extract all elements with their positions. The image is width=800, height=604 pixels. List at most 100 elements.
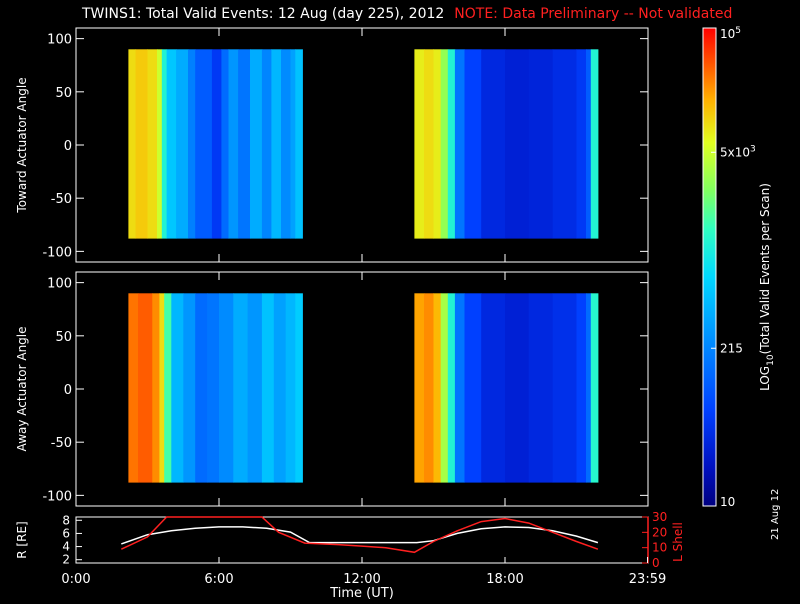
- heat-cell-toward-0-8: [195, 49, 213, 239]
- heat-cell-away-1-7: [481, 293, 506, 483]
- toward-ytick-label: 100: [47, 33, 72, 48]
- heat-cell-toward-1-1: [424, 49, 434, 239]
- colorbar-tick-label: 105: [720, 26, 741, 41]
- heat-cell-away-1-3: [440, 293, 449, 483]
- heat-cell-toward-1-6: [464, 49, 482, 239]
- colorbar-tick-base: 10: [720, 495, 735, 509]
- away-ytick-label: 50: [55, 330, 72, 345]
- lshell-ylabel: L Shell: [671, 522, 685, 562]
- heat-cell-away-1-1: [424, 293, 434, 483]
- away-ytick-label: -100: [42, 489, 72, 504]
- heat-cell-toward-0-13: [250, 49, 263, 239]
- time-xtick-label: 6:00: [204, 572, 233, 587]
- colorbar-tick-exponent: 3: [750, 144, 756, 154]
- time-xtick-label: 0:00: [61, 572, 90, 587]
- heat-cell-toward-1-11: [576, 49, 587, 239]
- colorbar-tick-label: 10: [720, 495, 735, 509]
- heat-cell-away-1-5: [454, 293, 465, 483]
- heat-cell-toward-0-3: [157, 49, 163, 239]
- heat-cell-toward-0-16: [281, 49, 291, 239]
- heat-cell-away-0-7: [195, 293, 208, 483]
- heat-cell-away-1-8: [505, 293, 530, 483]
- colorbar-label-part: 10: [766, 354, 776, 366]
- heat-cell-toward-1-2: [433, 49, 442, 239]
- series-line-l-shell: [120, 516, 599, 554]
- r-ytick-label: 6: [62, 526, 70, 540]
- colorbar-label: LOG10(Total Valid Events per Scan): [758, 183, 776, 391]
- heat-cell-toward-0-5: [166, 49, 177, 239]
- heat-cell-away-0-3: [159, 293, 165, 483]
- colorbar-label-part: LOG: [758, 366, 772, 391]
- lshell-ytick-label: 20: [652, 525, 667, 539]
- time-xlabel: Time (UT): [329, 586, 394, 600]
- heat-cell-toward-1-8: [505, 49, 530, 239]
- heat-cell-toward-0-4: [161, 49, 168, 239]
- colorbar-tick-base: 10: [720, 27, 735, 41]
- heat-cell-toward-1-12: [586, 49, 592, 239]
- heat-cell-away-1-11: [576, 293, 587, 483]
- heat-cell-toward-1-7: [481, 49, 506, 239]
- lshell-ytick-label: 10: [652, 541, 667, 555]
- colorbar-label-part: (Total Valid Events per Scan): [758, 183, 772, 354]
- heat-cell-away-0-10: [233, 293, 249, 483]
- heat-cell-toward-0-11: [228, 49, 239, 239]
- heat-cell-away-1-9: [528, 293, 554, 483]
- heat-cell-toward-0-15: [271, 49, 282, 239]
- heat-cell-away-0-9: [219, 293, 234, 483]
- heat-cell-toward-1-4: [447, 49, 456, 239]
- away-ylabel: Away Actuator Angle: [15, 326, 29, 451]
- heat-cell-toward-0-2: [147, 49, 158, 239]
- heat-cell-away-0-6: [183, 293, 196, 483]
- time-xtick-label: 18:00: [486, 572, 523, 587]
- lshell-ytick-label: 0: [652, 556, 660, 570]
- colorbar-tick-exponent: 5: [735, 26, 741, 36]
- ephemeris-panel-frame: [75, 516, 649, 564]
- r-ytick-label: 8: [62, 513, 70, 527]
- toward-ylabel: Toward Actuator Angle: [15, 77, 29, 213]
- r-ytick-label: 4: [62, 540, 70, 554]
- heat-cell-toward-1-9: [528, 49, 554, 239]
- heat-cell-away-0-11: [247, 293, 263, 483]
- colorbar-tick-base: 5x10: [720, 145, 750, 159]
- colorbar-tick-label: 215: [720, 341, 743, 355]
- heat-cell-away-0-1: [138, 293, 153, 483]
- r-ytick-label: 2: [62, 553, 70, 567]
- series-line-r: [121, 526, 599, 545]
- heat-cell-away-1-6: [464, 293, 482, 483]
- away-ytick-label: 0: [64, 383, 72, 398]
- heat-cell-away-0-2: [152, 293, 160, 483]
- toward-ytick-label: -50: [51, 192, 72, 207]
- heat-cell-toward-1-3: [440, 49, 449, 239]
- toward-ytick-label: -100: [42, 245, 72, 260]
- heat-cell-toward-1-13: [590, 49, 599, 239]
- figure-title: TWINS1: Total Valid Events: 12 Aug (day …: [82, 6, 445, 22]
- heat-cell-toward-0-18: [295, 49, 303, 239]
- lshell-ytick-label: 30: [652, 510, 667, 524]
- colorbar: [702, 27, 717, 507]
- heat-cell-toward-0-10: [221, 49, 230, 239]
- heat-cell-away-1-12: [586, 293, 592, 483]
- colorbar-tick-label: 5x103: [720, 144, 756, 159]
- heat-cell-toward-1-5: [454, 49, 465, 239]
- time-xtick-label: 23:59: [629, 572, 666, 587]
- data-note: NOTE: Data Preliminary -- Not validated: [454, 6, 733, 22]
- heat-cell-toward-0-0: [128, 49, 137, 239]
- heat-cell-away-0-4: [164, 293, 172, 483]
- heat-cell-away-1-10: [552, 293, 577, 483]
- generation-date: 21 Aug 12: [770, 488, 781, 540]
- colorbar-tick-base: 215: [720, 341, 743, 355]
- heat-cell-away-1-13: [590, 293, 599, 483]
- heat-cell-toward-0-9: [211, 49, 222, 239]
- toward-ytick-label: 0: [64, 139, 72, 154]
- away-ytick-label: -50: [51, 436, 72, 451]
- heat-cell-toward-0-7: [188, 49, 196, 239]
- heat-cell-away-0-5: [171, 293, 184, 483]
- heat-cell-away-1-4: [447, 293, 456, 483]
- time-xtick-label: 12:00: [343, 572, 380, 587]
- heat-cell-toward-0-12: [238, 49, 251, 239]
- heat-cell-away-0-12: [261, 293, 275, 483]
- heat-cell-away-0-13: [273, 293, 287, 483]
- heat-cell-toward-0-1: [135, 49, 148, 239]
